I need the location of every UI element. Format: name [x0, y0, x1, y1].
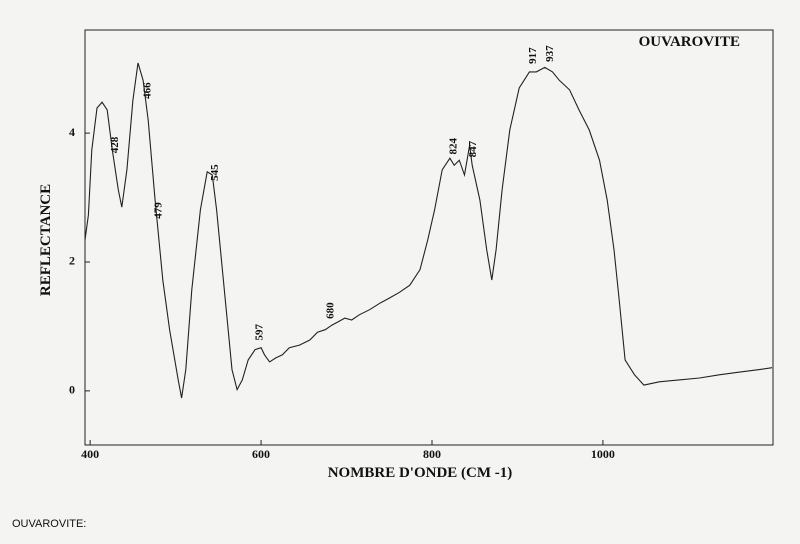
plot-frame — [84, 29, 774, 446]
x-tick-label: 600 — [252, 447, 270, 461]
peak-label: 479 — [153, 202, 165, 219]
x-tick-label: 800 — [423, 447, 441, 461]
spectrum-line — [84, 62, 773, 399]
y-axis-label: REFLECTANCE — [38, 184, 54, 296]
caption: OUVAROVITE: — [12, 518, 86, 530]
x-tick-label: 400 — [81, 447, 99, 461]
peak-label: 680 — [324, 302, 336, 319]
peak-label: 824 — [448, 137, 460, 154]
peak-label: 428 — [109, 136, 121, 153]
peak-label: 917 — [527, 47, 539, 64]
peak-label: 937 — [544, 45, 556, 62]
peak-label: 847 — [467, 140, 479, 157]
x-tick-label: 1000 — [591, 447, 615, 461]
chart-title: OUVAROVITE — [639, 34, 740, 50]
y-tick-label: 4 — [69, 125, 75, 139]
peak-label: 597 — [253, 324, 265, 341]
y-tick-label: 2 — [69, 254, 75, 268]
peak-label: 466 — [142, 82, 154, 99]
peak-label: 545 — [209, 164, 221, 181]
y-tick-label: 0 — [69, 383, 75, 397]
x-axis-label: NOMBRE D'ONDE (CM -1) — [328, 465, 513, 481]
